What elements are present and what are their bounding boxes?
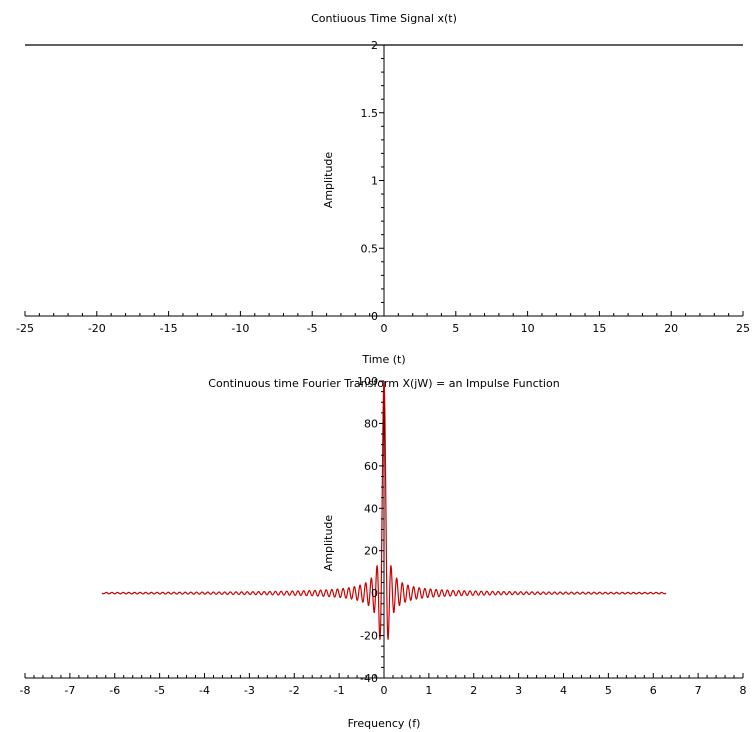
x-tick-label: -4 xyxy=(199,684,210,697)
x-tick-label: 6 xyxy=(650,684,657,697)
x-tick-label: 5 xyxy=(452,322,459,335)
y-tick-label: 40 xyxy=(364,502,378,515)
x-tick-label: -25 xyxy=(16,322,34,335)
x-tick-label: -10 xyxy=(231,322,249,335)
y-tick-label: -40 xyxy=(360,672,378,685)
y-tick-label: 100 xyxy=(357,375,378,388)
fourier-y-label: Amplitude xyxy=(322,515,335,572)
x-tick-label: -6 xyxy=(109,684,120,697)
x-tick-label: -1 xyxy=(334,684,345,697)
x-tick-label: -20 xyxy=(88,322,106,335)
y-tick-label: 20 xyxy=(364,545,378,558)
time-signal-y-ticks: 00.511.52 xyxy=(361,39,384,323)
x-tick-label: 4 xyxy=(560,684,567,697)
x-tick-label: 3 xyxy=(515,684,522,697)
y-tick-label: 0 xyxy=(371,310,378,323)
x-tick-label: 15 xyxy=(592,322,606,335)
time-signal-chart: Contiuous Time Signal x(t) -25 -20 -15 -10-… xyxy=(16,12,750,366)
time-signal-title: Contiuous Time Signal x(t) xyxy=(311,12,457,25)
x-tick-label: -5 xyxy=(154,684,165,697)
y-tick-label: -20 xyxy=(360,630,378,643)
x-tick-label: 0 xyxy=(381,684,388,697)
y-tick-label: 0.5 xyxy=(361,242,379,255)
fourier-x-label: Frequency (f) xyxy=(348,717,421,730)
y-tick-label: 1.5 xyxy=(361,107,379,120)
x-tick-label: -2 xyxy=(289,684,300,697)
time-signal-x-label: Time (t) xyxy=(361,353,405,366)
x-tick-label: -8 xyxy=(20,684,31,697)
y-tick-label: 0 xyxy=(371,587,378,600)
x-tick-label: 2 xyxy=(470,684,477,697)
x-tick-label: -15 xyxy=(160,322,178,335)
x-tick-label: -7 xyxy=(64,684,75,697)
x-tick-label: -5 xyxy=(307,322,318,335)
x-tick-label: 0 xyxy=(381,322,388,335)
fourier-x-ticks: -8 -7 -6 -5 -4 -3 -2 -1 0 1 2 3 4 5 6 7 8 xyxy=(20,673,747,697)
x-tick-label: 25 xyxy=(736,322,750,335)
x-tick-label: 10 xyxy=(521,322,535,335)
time-signal-x-ticks: -25 -20 -15 -10 -5 0 5 10 15 20 25 xyxy=(16,311,750,335)
fourier-transform-chart: Continuous time Fourier Transform X(jW) … xyxy=(20,375,747,730)
x-tick-label: 8 xyxy=(740,684,747,697)
x-tick-label: 20 xyxy=(664,322,678,335)
x-tick-label: 1 xyxy=(425,684,432,697)
y-tick-label: 80 xyxy=(364,417,378,430)
fourier-y-ticks: -40 -20 0 20 40 60 80 100 xyxy=(357,375,384,685)
y-tick-label: 1 xyxy=(371,175,378,188)
x-tick-label: 5 xyxy=(605,684,612,697)
y-tick-label: 60 xyxy=(364,460,378,473)
x-tick-label: -3 xyxy=(244,684,255,697)
x-tick-label: 7 xyxy=(695,684,702,697)
time-signal-y-label: Amplitude xyxy=(322,152,335,209)
